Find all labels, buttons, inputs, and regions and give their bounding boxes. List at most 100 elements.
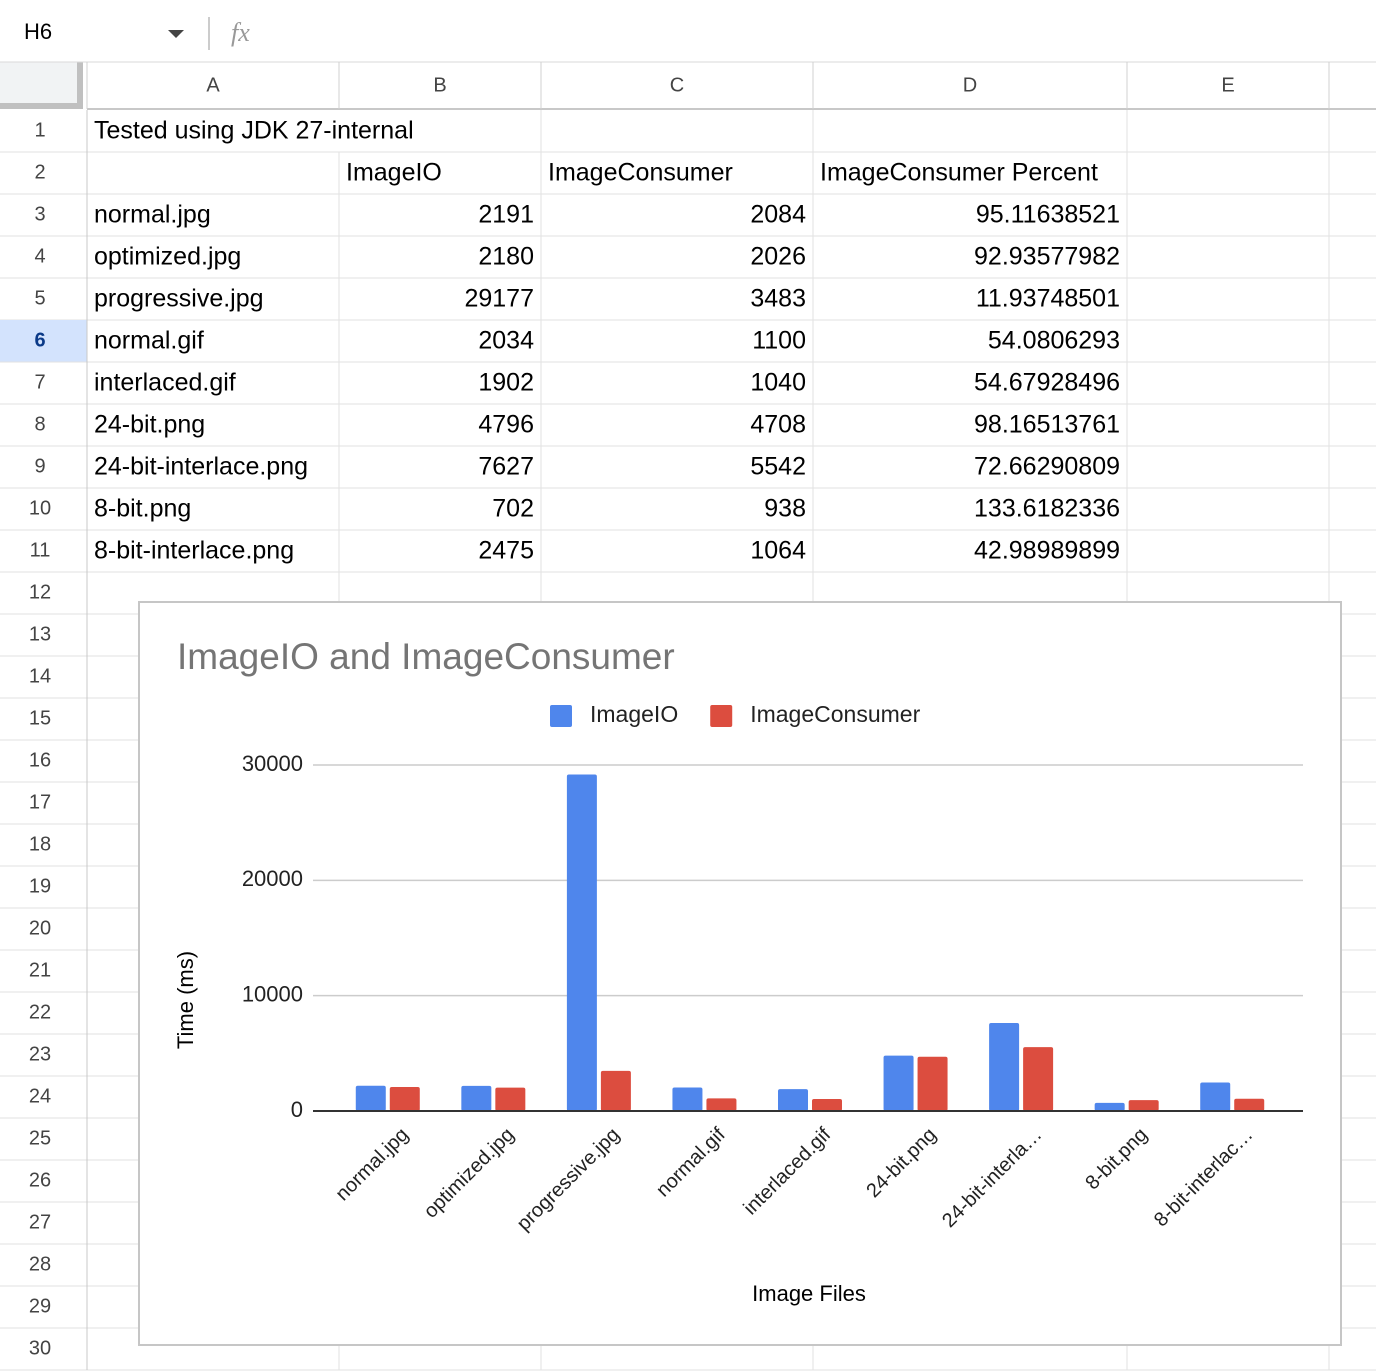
row-header: 11	[30, 539, 51, 561]
cell-text: 2084	[750, 201, 806, 229]
row-header: 24	[29, 1085, 51, 1107]
column-header: B	[433, 74, 446, 96]
row-header: 10	[29, 497, 51, 519]
cell-text: optimized.jpg	[94, 243, 241, 271]
row-header: 28	[29, 1253, 51, 1275]
cell-text: 11.93748501	[976, 285, 1120, 313]
cell-text: 938	[764, 495, 806, 523]
row-header: 1	[34, 119, 45, 141]
x-axis-title: Image Files	[752, 1281, 866, 1306]
cell-text: 2026	[750, 243, 806, 271]
legend-label: ImageIO	[590, 701, 678, 727]
bar	[812, 1099, 842, 1111]
cell-text: 24-bit-interlace.png	[94, 453, 308, 481]
bar	[1234, 1098, 1265, 1111]
cell-text: ImageIO	[346, 159, 442, 187]
cell-text: 1064	[750, 537, 806, 565]
chart-frame	[138, 601, 1342, 1346]
row-header: 30	[29, 1337, 51, 1359]
name-box-dropdown[interactable]	[168, 30, 184, 38]
y-tick-label: 30000	[242, 751, 303, 776]
legend-swatch	[710, 705, 733, 727]
cell-text: 95.11638521	[976, 201, 1120, 229]
cell-text: 8-bit-interlace.png	[94, 537, 294, 565]
cell-text: 54.67928496	[974, 369, 1120, 397]
corner-cell	[0, 62, 80, 104]
row-header: 21	[29, 959, 51, 981]
row-header: 2	[34, 161, 45, 183]
cell-text: ImageConsumer Percent	[820, 159, 1098, 187]
bar	[1023, 1047, 1054, 1111]
name-box[interactable]: H6	[24, 19, 52, 44]
formula-icon: fx	[231, 18, 250, 47]
row-header: 7	[34, 371, 45, 393]
selected-row-header	[0, 320, 87, 362]
row-header: 14	[29, 665, 51, 687]
cell-text: 4708	[750, 411, 806, 439]
cell-text: 702	[492, 495, 534, 523]
bar	[778, 1089, 808, 1111]
cell-text: 2180	[478, 243, 534, 271]
bar	[1200, 1082, 1231, 1111]
row-header: 16	[29, 749, 51, 771]
bar	[461, 1085, 492, 1111]
cell-text: 8-bit.png	[94, 495, 191, 523]
row-header: 8	[34, 413, 45, 435]
toolbar	[0, 0, 1376, 62]
row-header: 20	[29, 917, 51, 939]
row-header: 13	[29, 623, 51, 645]
row-header: 5	[34, 287, 45, 309]
row-header: 18	[29, 833, 51, 855]
row-header: 12	[29, 581, 51, 603]
legend-swatch	[550, 705, 572, 727]
cell-text: 92.93577982	[974, 243, 1120, 271]
y-axis-title: Time (ms)	[173, 951, 198, 1049]
row-header: 25	[29, 1127, 51, 1149]
cell-text: normal.jpg	[94, 201, 211, 229]
bar	[1128, 1100, 1159, 1111]
bar	[706, 1098, 737, 1111]
cell-text: 2475	[478, 537, 534, 565]
cell-text: interlaced.gif	[94, 369, 236, 397]
cell-text: 2191	[478, 201, 534, 229]
row-header: 4	[34, 245, 45, 267]
cell-text: 54.0806293	[988, 327, 1120, 355]
cell-text: 1100	[752, 327, 806, 355]
y-tick-label: 20000	[242, 866, 303, 891]
cell-text: 1902	[478, 369, 534, 397]
row-header: 15	[29, 707, 51, 729]
row-header: 19	[29, 875, 51, 897]
bar	[600, 1070, 631, 1111]
cell-text: 24-bit.png	[94, 411, 205, 439]
bar	[883, 1055, 914, 1111]
bar	[566, 774, 597, 1111]
column-header: A	[206, 74, 220, 96]
cell-text: ImageConsumer	[548, 159, 733, 187]
column-header: E	[1221, 74, 1234, 96]
row-header: 27	[29, 1211, 51, 1233]
bar	[389, 1086, 420, 1111]
bar	[672, 1087, 703, 1111]
cell-text: normal.gif	[94, 327, 204, 355]
bar	[495, 1087, 526, 1111]
cell-text: 29177	[464, 285, 534, 313]
row-header: 26	[29, 1169, 51, 1191]
column-header: D	[963, 74, 977, 96]
bar	[917, 1056, 948, 1111]
cell-text: 133.6182336	[974, 495, 1120, 523]
column-header: C	[670, 74, 684, 96]
bar	[989, 1023, 1020, 1111]
row-header: 17	[29, 791, 51, 813]
cell-text: 42.98989899	[974, 537, 1120, 565]
row-header: 23	[29, 1043, 51, 1065]
cell-text: 5542	[750, 453, 806, 481]
cell-text: 1040	[750, 369, 806, 397]
cell-text: Tested using JDK 27-internal	[94, 117, 414, 145]
cell-text: 4796	[478, 411, 534, 439]
y-tick-label: 10000	[242, 981, 303, 1006]
row-header: 9	[34, 455, 45, 477]
cell-text: 7627	[478, 453, 534, 481]
bar	[1094, 1102, 1125, 1111]
chart-title: ImageIO and ImageConsumer	[177, 636, 675, 677]
